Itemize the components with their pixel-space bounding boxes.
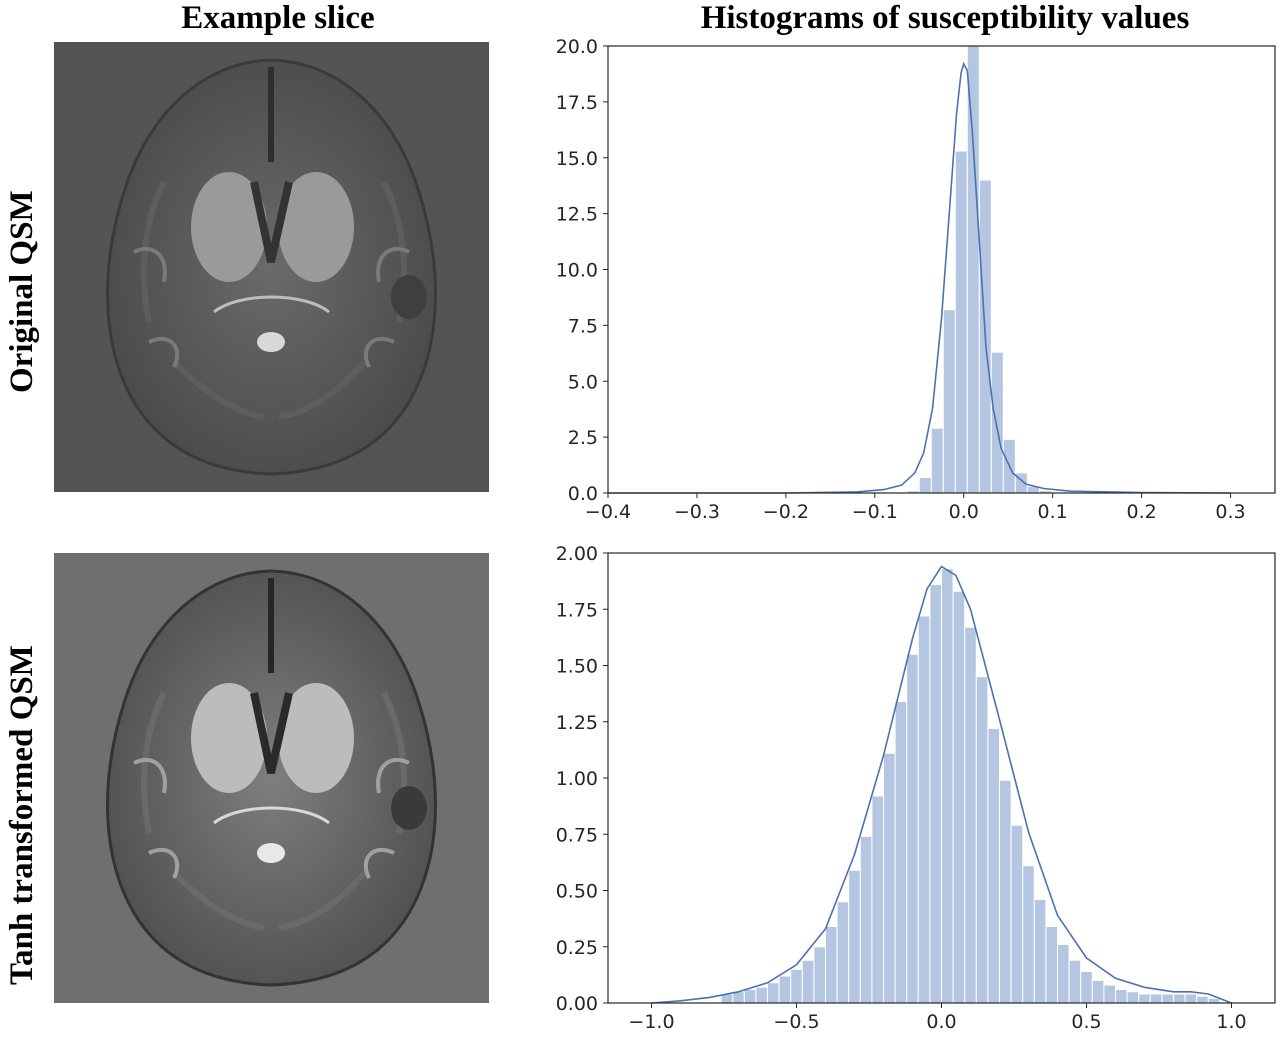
histogram-bar (801, 959, 815, 1004)
y-tick-label: 1.50 (556, 656, 598, 678)
histogram-bar (942, 309, 956, 494)
y-tick-label: 0.75 (556, 824, 598, 846)
y-tick-label: 2.5 (568, 427, 598, 449)
x-tick-label: 1.0 (1216, 1011, 1246, 1033)
histogram-bar (1161, 993, 1175, 1004)
histogram-bar (952, 590, 966, 1004)
y-tick-label: 0.25 (556, 937, 598, 959)
histogram-bar (1010, 824, 1024, 1004)
histogram-bar (930, 427, 944, 494)
histogram-bar (1068, 959, 1082, 1004)
x-tick-label: 0.0 (949, 501, 979, 523)
x-tick-label: −0.3 (674, 501, 720, 523)
histogram-bar (1126, 991, 1140, 1004)
kde-curve (608, 61, 1231, 494)
y-tick-label: 10.0 (556, 260, 598, 282)
histogram-bar (871, 795, 885, 1004)
y-tick-label: 1.25 (556, 712, 598, 734)
y-tick-label: 0.50 (556, 881, 598, 903)
histogram-bar (767, 982, 780, 1004)
histogram-bar (1080, 971, 1093, 1004)
histogram-bar (778, 975, 792, 1004)
x-tick-label: 0.5 (1071, 1011, 1101, 1033)
x-tick-label: −1.0 (628, 1011, 674, 1033)
histogram-bar (732, 991, 745, 1004)
histogram-bar (743, 989, 757, 1004)
y-tick-label: 0.0 (568, 483, 598, 505)
histogram-bar (1091, 980, 1105, 1004)
histogram-bar (1103, 984, 1117, 1004)
histogram-bar (941, 568, 954, 1004)
histogram-chart-2: −1.0 −0.5 0.0 0.5 1.0 0.00 0.25 0.50 0.75 1.00 1.2… (556, 543, 1276, 1033)
histogram-bar (954, 150, 968, 494)
column-title-slices: Example slice (181, 0, 375, 36)
y-tick-label: 20.0 (556, 36, 598, 58)
plot-frame (607, 45, 1276, 494)
histogram-bar (836, 901, 850, 1004)
histogram-bar (848, 869, 861, 1004)
histogram-bar (894, 701, 908, 1004)
y-tick-label: 1.75 (556, 599, 598, 621)
histogram-bar (859, 836, 873, 1004)
y-tick-label: 7.5 (568, 315, 598, 337)
y-tick-label: 5.0 (568, 371, 598, 393)
histogram-bar (1149, 993, 1163, 1004)
histogram-bar (1033, 899, 1047, 1004)
y-tick-label: 1.00 (556, 768, 598, 790)
brain-slice-original (54, 42, 489, 492)
histogram-bar (966, 45, 980, 494)
histogram-bar (999, 779, 1012, 1004)
histogram-bar (1057, 944, 1070, 1004)
y-tick-label: 17.5 (556, 92, 598, 114)
y-tick-label: 2.00 (556, 543, 598, 565)
histogram-bar (1207, 998, 1221, 1004)
histogram-bar (1022, 865, 1035, 1004)
x-tick-label: −0.2 (763, 501, 809, 523)
y-tick-label: 15.0 (556, 148, 598, 170)
histogram-bar (990, 351, 1004, 494)
histogram-bar (929, 584, 943, 1004)
histogram-bar (906, 653, 919, 1004)
column-title-histograms: Histograms of susceptibility values (700, 0, 1190, 36)
histogram-bar (813, 946, 827, 1004)
y-tick-label: 12.5 (556, 204, 598, 226)
histogram-bar (964, 626, 977, 1004)
histogram-bar (917, 615, 931, 1004)
y-tick-label: 0.00 (556, 993, 598, 1015)
histogram-bar (883, 752, 896, 1004)
brain-slice-tanh (54, 553, 489, 1003)
kde-curve (651, 565, 1232, 1004)
x-tick-label: −0.5 (773, 1011, 819, 1033)
histogram-bar (825, 926, 838, 1004)
histogram-bar (918, 476, 932, 494)
histogram-bar (987, 728, 1001, 1004)
x-tick-label: 0.0 (926, 1011, 956, 1033)
histogram-bar (1173, 993, 1186, 1004)
x-tick-label: 0.3 (1215, 501, 1245, 523)
x-tick-label: −0.4 (585, 501, 631, 523)
histogram-bar (1115, 989, 1128, 1004)
histogram-bar (790, 968, 803, 1004)
histogram-bar (1138, 993, 1151, 1004)
histogram-bar (1196, 995, 1209, 1004)
histogram-bar (1045, 926, 1059, 1004)
x-tick-label: 0.1 (1038, 501, 1068, 523)
histogram-bar (1184, 993, 1198, 1004)
x-tick-label: 0.2 (1126, 501, 1156, 523)
x-tick-label: −0.1 (852, 501, 898, 523)
histogram-bar (755, 986, 769, 1004)
histogram-chart-1: −0.4 −0.3 −0.2 −0.1 0.0 0.1 0.2 0.3 0.0 2.5 5.0 7.5… (556, 36, 1276, 523)
histogram-bar (975, 676, 989, 1004)
